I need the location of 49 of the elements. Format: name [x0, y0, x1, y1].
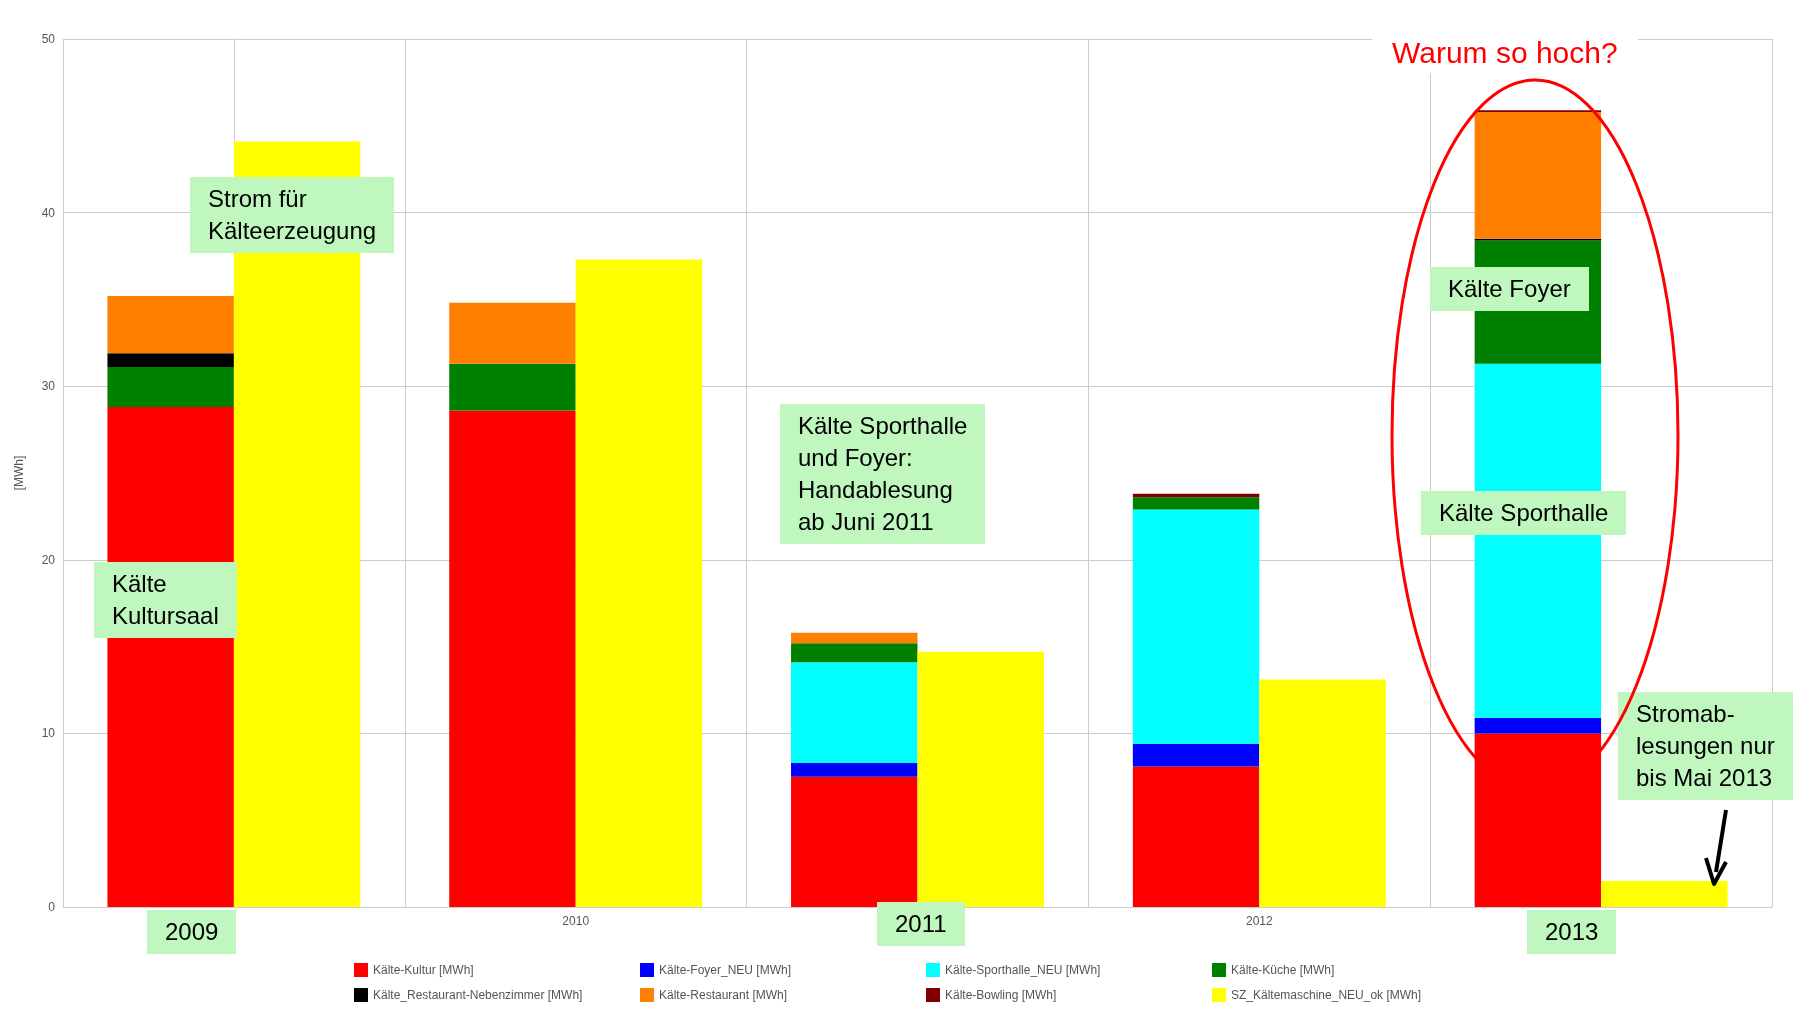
- text: 2013: [1527, 910, 1617, 954]
- legend-label: Kälte-Kultur [MWh]: [373, 963, 474, 977]
- bar: [1474, 717, 1602, 734]
- annotation: Kälte Foyer: [1430, 267, 1589, 311]
- bar: [791, 662, 918, 763]
- bar: [1132, 509, 1260, 744]
- bar: [1474, 733, 1602, 907]
- bar: [1601, 880, 1728, 907]
- legend-label: SZ_Kältemaschine_NEU_ok [MWh]: [1231, 988, 1422, 1002]
- annotation: Stromab- lesungen nur bis Mai 2013: [1618, 692, 1793, 800]
- legend-label: Kälte_Restaurant-Nebenzimmer [MWh]: [373, 988, 583, 1002]
- legend-label: Kälte-Restaurant [MWh]: [659, 988, 788, 1002]
- text: 2011: [877, 902, 965, 946]
- annotation: Kälte Sporthalle: [1421, 491, 1627, 535]
- bar: [449, 363, 576, 411]
- y-tick-label: 40: [41, 205, 56, 220]
- annotation: Warum so hoch?: [1372, 33, 1638, 73]
- bar: [791, 762, 918, 777]
- bar: [107, 353, 234, 368]
- y-tick-label: 10: [41, 726, 56, 741]
- annotation: Kälte Kultursaal: [94, 562, 237, 638]
- bar: [575, 259, 703, 907]
- legend-label: Kälte-Sporthalle_NEU [MWh]: [945, 963, 1101, 977]
- legend-label: Kälte-Foyer_NEU [MWh]: [659, 963, 792, 977]
- bar: [917, 651, 1044, 907]
- y-axis-title: [MWh]: [12, 455, 26, 491]
- bar: [1132, 766, 1260, 907]
- bar: [791, 643, 918, 663]
- y-tick-label: 50: [41, 32, 56, 46]
- legend-label: Kälte-Bowling [MWh]: [945, 988, 1057, 1002]
- y-tick-label: 30: [41, 379, 56, 394]
- annotation: Strom für Kälteerzeugung: [190, 177, 395, 253]
- annotation: Kälte Sporthalle und Foyer: Handablesung ab Juni 2011: [780, 404, 986, 544]
- bar: [1132, 743, 1260, 767]
- text: 2009: [147, 910, 237, 954]
- x-tick-label: 2012: [1245, 914, 1273, 928]
- bar: [791, 776, 918, 907]
- bar: [791, 632, 918, 644]
- bar: [449, 302, 576, 364]
- y-tick-label: 0: [48, 900, 56, 914]
- bar: [107, 295, 234, 354]
- legend-label: Kälte-Küche [MWh]: [1231, 963, 1335, 977]
- bar: [1259, 679, 1386, 907]
- bar: [1132, 497, 1260, 510]
- bar: [449, 410, 576, 907]
- bar: [1474, 111, 1602, 239]
- y-tick-label: 20: [41, 552, 56, 567]
- bar: [107, 367, 234, 408]
- x-tick-label: 2010: [562, 914, 590, 928]
